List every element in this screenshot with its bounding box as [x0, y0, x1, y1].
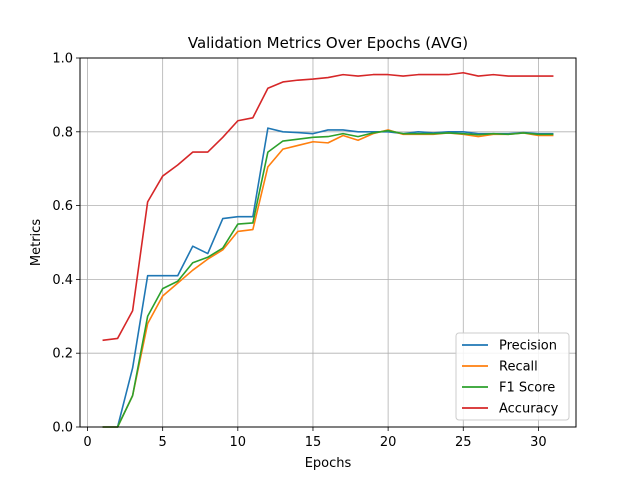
x-tick-label: 30: [530, 435, 547, 450]
legend-entry-label: F1 Score: [499, 381, 555, 396]
series-line-recall: [102, 129, 554, 428]
axis-ticks: 0 5 10 15 20 25 30 0.0 0.2 0.4 0.6 0.8 1.0: [52, 52, 546, 451]
x-tick-label: 0: [83, 435, 91, 450]
y-axis-label: Metrics: [29, 219, 44, 266]
x-tick-label: 10: [230, 435, 247, 450]
y-tick-label: 0.4: [52, 273, 73, 288]
series-lines: [102, 71, 554, 428]
legend-entry-label: Recall: [499, 360, 538, 375]
legend-entry-label: Precision: [499, 339, 557, 354]
series-line-accuracy: [102, 71, 554, 342]
series-line-precision: [102, 127, 554, 428]
x-tick-label: 20: [380, 435, 397, 450]
y-tick-label: 0.8: [52, 125, 73, 140]
y-tick-label: 1.0: [52, 52, 73, 67]
plot-area-frame: [79, 57, 577, 428]
x-tick-label: 25: [455, 435, 472, 450]
series-line-f1-score: [102, 129, 554, 428]
chart-title: Validation Metrics Over Epochs (AVG): [188, 34, 468, 52]
x-tick-label: 15: [305, 435, 322, 450]
y-tick-label: 0.2: [52, 347, 73, 362]
legend-entry-label: Accuracy: [499, 402, 559, 417]
legend: Precision Recall F1 Score Accuracy: [455, 332, 570, 421]
legend-box: [455, 332, 570, 421]
x-tick-label: 5: [159, 435, 167, 450]
y-tick-label: 0.6: [52, 199, 73, 214]
x-axis-label: Epochs: [305, 456, 352, 471]
y-tick-label: 0.0: [52, 421, 73, 436]
